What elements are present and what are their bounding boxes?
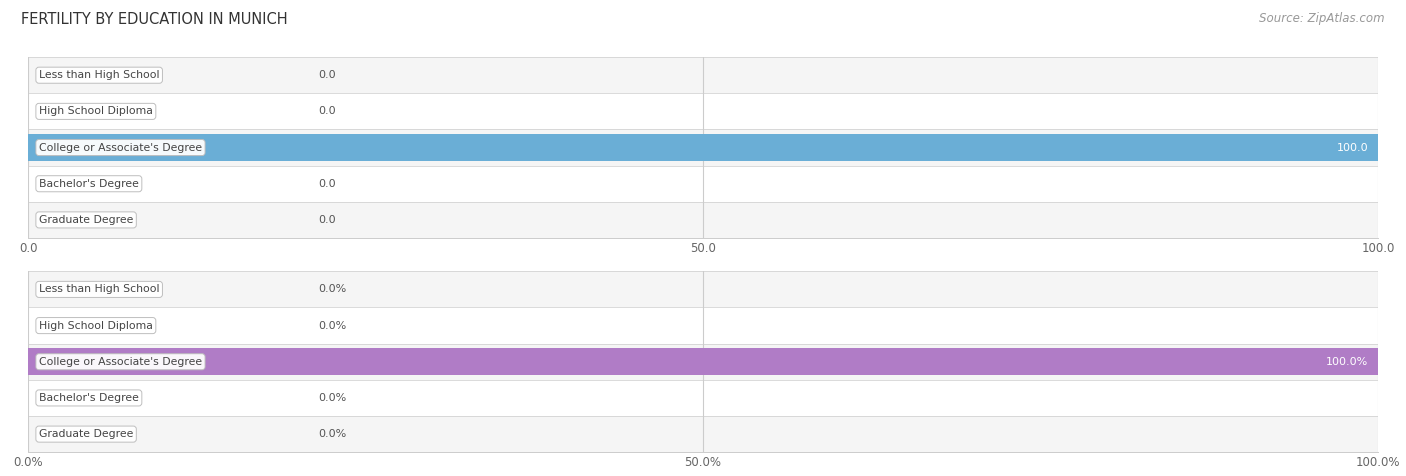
Text: 0.0%: 0.0% — [318, 429, 346, 439]
Bar — [28, 166, 1378, 202]
Text: Bachelor's Degree: Bachelor's Degree — [39, 393, 139, 403]
Text: High School Diploma: High School Diploma — [39, 320, 153, 331]
Text: Less than High School: Less than High School — [39, 70, 159, 80]
Bar — [28, 348, 1378, 375]
Text: College or Associate's Degree: College or Associate's Degree — [39, 142, 202, 153]
Text: 0.0%: 0.0% — [318, 320, 346, 331]
Bar — [28, 307, 1378, 344]
Text: 0.0%: 0.0% — [318, 393, 346, 403]
Bar — [28, 129, 1378, 166]
Text: High School Diploma: High School Diploma — [39, 106, 153, 117]
Text: 0.0: 0.0 — [318, 178, 336, 189]
Text: 0.0: 0.0 — [318, 70, 336, 80]
Text: Less than High School: Less than High School — [39, 284, 159, 295]
Bar — [28, 271, 1378, 307]
Text: Bachelor's Degree: Bachelor's Degree — [39, 178, 139, 189]
Bar — [28, 93, 1378, 129]
Text: Source: ZipAtlas.com: Source: ZipAtlas.com — [1260, 12, 1385, 25]
Bar — [28, 134, 1378, 161]
Bar — [28, 380, 1378, 416]
Text: Graduate Degree: Graduate Degree — [39, 429, 134, 439]
Bar — [28, 416, 1378, 452]
Text: 0.0: 0.0 — [318, 215, 336, 225]
Text: College or Associate's Degree: College or Associate's Degree — [39, 357, 202, 367]
Text: 0.0: 0.0 — [318, 106, 336, 117]
Bar — [28, 344, 1378, 380]
Text: FERTILITY BY EDUCATION IN MUNICH: FERTILITY BY EDUCATION IN MUNICH — [21, 12, 288, 27]
Bar — [28, 57, 1378, 93]
Text: 100.0: 100.0 — [1337, 142, 1368, 153]
Text: 100.0%: 100.0% — [1326, 357, 1368, 367]
Bar — [28, 202, 1378, 238]
Text: Graduate Degree: Graduate Degree — [39, 215, 134, 225]
Text: 0.0%: 0.0% — [318, 284, 346, 295]
